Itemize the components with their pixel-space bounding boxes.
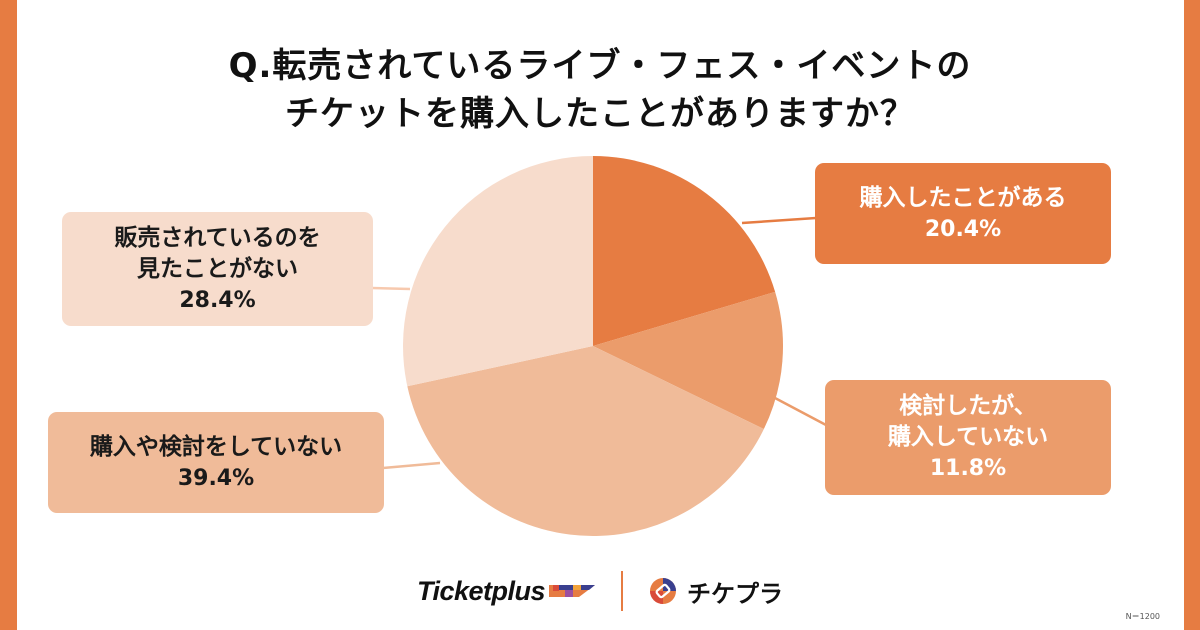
chart-title: Q.転売されているライブ・フェス・イベントの チケットを購入したことがありますか… (0, 42, 1200, 138)
leader-lines (371, 216, 827, 470)
ticketplus-wordmark: Ticketplus (416, 575, 546, 606)
callout-none-percent: 39.4% (177, 465, 255, 491)
callout-bought-label: 購入したことがある (859, 184, 1067, 211)
sample-size-note: N＝1200 (1125, 612, 1160, 621)
chikepura-logo: チケプラ (649, 574, 783, 609)
callout-bought-percent: 20.4% (924, 216, 1002, 242)
title-line-1: Q.転売されているライブ・フェス・イベントの (228, 46, 972, 86)
slice-bought (593, 156, 776, 346)
frame-right-border (1184, 0, 1200, 630)
leader-line-bought (741, 216, 817, 225)
callout-bought: 購入したことがある 20.4% (815, 163, 1111, 264)
ticket-circle-icon (650, 578, 677, 604)
logo-divider (621, 571, 624, 611)
callout-considered: 検討したが、 購入していない 11.8% (825, 380, 1111, 495)
pie-slices (402, 156, 783, 537)
callout-not-seen-label-1: 販売されているのを (114, 224, 321, 251)
callout-not-seen: 販売されているのを 見たことがない 28.4% (62, 212, 373, 326)
slice-none (407, 346, 764, 537)
callout-not-seen-percent: 28.4% (179, 287, 256, 313)
leader-line-not-seen (371, 286, 411, 291)
chikepura-wordmark: チケプラ (687, 579, 784, 608)
callout-none-label: 購入や検討をしていない (89, 433, 343, 460)
callout-considered-label-2: 購入していない (887, 424, 1049, 450)
callout-considered-percent: 11.8% (929, 456, 1007, 481)
callout-none: 購入や検討をしていない 39.4% (48, 412, 384, 513)
title-line-2: チケットを購入したことがありますか？ (285, 94, 915, 134)
slice-not-seen (402, 156, 593, 387)
footer-logos: Ticketplus チケプラ (0, 566, 1200, 616)
leader-line-none (382, 461, 441, 470)
ticketplus-logo: Ticketplus (416, 575, 596, 607)
slice-considered (593, 291, 783, 430)
ticketplus-flag-icon (549, 585, 596, 597)
callout-considered-label-1: 検討したが、 (899, 393, 1037, 419)
leader-line-considered (774, 396, 827, 427)
frame-left-border (0, 0, 17, 630)
callout-not-seen-label-2: 見たことがない (137, 255, 298, 282)
